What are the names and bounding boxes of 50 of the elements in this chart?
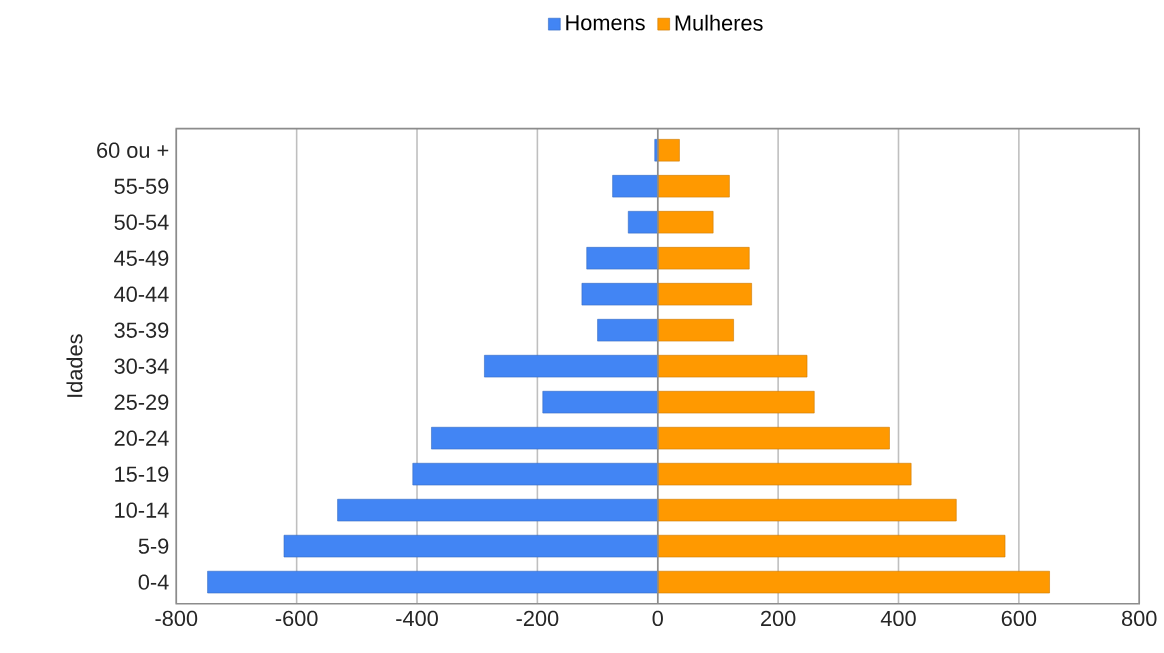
bar (627, 210, 659, 234)
bar (586, 246, 659, 270)
bar (657, 534, 1006, 558)
bar (484, 354, 659, 378)
bar (657, 174, 730, 198)
bar (657, 318, 734, 342)
y-tick-label: 25-29 (114, 394, 169, 410)
bar (207, 570, 659, 594)
bar (657, 282, 752, 306)
bar (657, 498, 957, 522)
y-axis-title: Idades (66, 334, 83, 397)
x-tick-label: -400 (396, 610, 438, 627)
x-tick-label: 400 (880, 610, 916, 627)
bar (431, 426, 659, 450)
bar (657, 426, 890, 450)
x-tick-label: -800 (155, 610, 198, 627)
bar (412, 462, 659, 486)
bar (581, 282, 659, 306)
bar (657, 138, 680, 162)
bar (657, 210, 714, 234)
x-tick-label: 200 (761, 610, 796, 627)
y-tick-label: 35-39 (114, 322, 169, 338)
y-tick-label: 45-49 (114, 250, 169, 266)
y-tick-label: 10-14 (115, 502, 169, 518)
bar (657, 390, 815, 414)
bar (542, 390, 659, 414)
bar (657, 246, 750, 270)
x-tick-label: -200 (516, 610, 559, 627)
x-tick-label: 0 (652, 610, 663, 627)
y-tick-label: 0-4 (138, 574, 169, 590)
y-tick-label: 55-59 (114, 178, 169, 194)
legend-label: Homens (566, 15, 645, 31)
bar (612, 174, 659, 198)
legend-label: Mulheres (675, 14, 763, 31)
bar (657, 570, 1050, 594)
y-tick-label: 5-9 (138, 538, 169, 554)
x-tick-label: -600 (275, 610, 318, 627)
y-tick-label: 50-54 (114, 214, 169, 230)
bar (657, 354, 808, 378)
bar (657, 462, 912, 486)
bar (283, 534, 659, 558)
bar (597, 318, 659, 342)
y-tick-label: 30-34 (114, 358, 169, 374)
y-tick-label: 60 ou + (97, 142, 169, 158)
bar (337, 498, 659, 522)
y-tick-label: 40-44 (114, 286, 169, 302)
y-tick-label: 15-19 (115, 466, 169, 482)
x-tick-label: 600 (1001, 610, 1037, 627)
y-tick-label: 20-24 (114, 430, 169, 446)
x-tick-label: 800 (1122, 610, 1157, 627)
